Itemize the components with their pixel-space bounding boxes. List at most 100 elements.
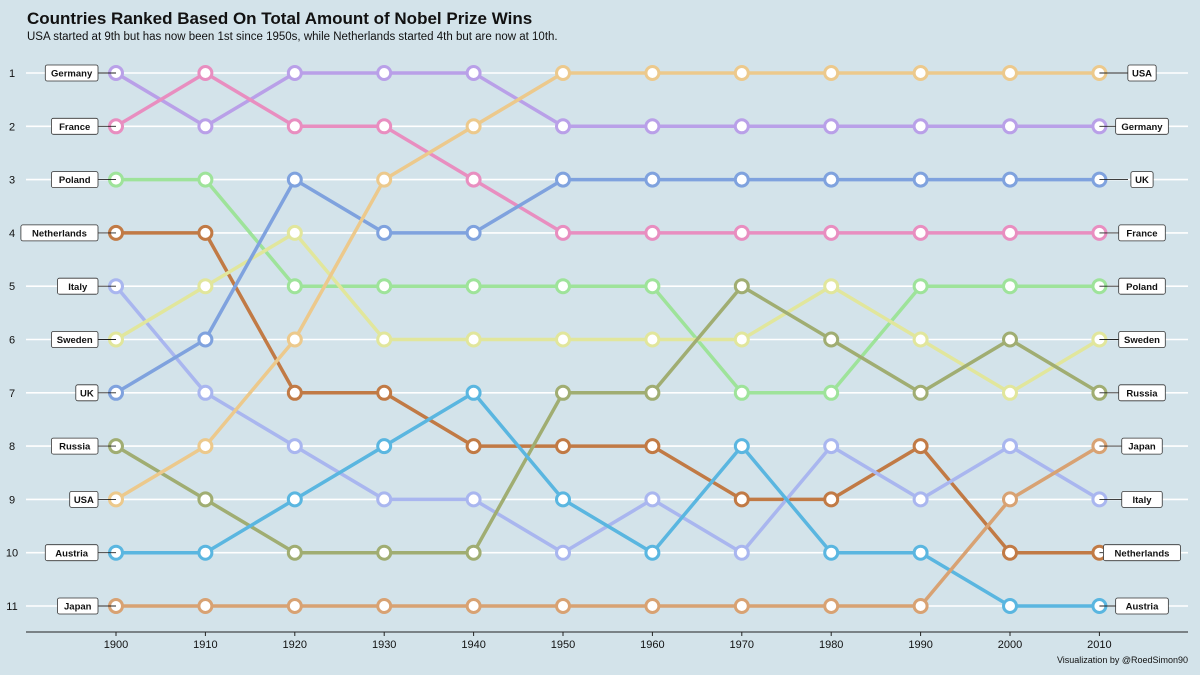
point-italy-1920 [286,438,303,455]
point-austria-2000 [1002,598,1018,614]
point-russia-1960 [644,384,661,401]
x-tick-label: 1960 [640,639,664,651]
point-sweden-1910 [197,278,214,295]
point-japan-1940 [465,598,482,614]
label-box-right [1121,490,1163,508]
point-poland-2000 [1002,278,1018,295]
label-left-uk: UK [80,388,94,399]
y-tick-label: 8 [9,441,15,453]
point-uk-1940 [465,224,482,241]
point-usa-1920 [286,331,303,348]
x-tick-label: 1910 [193,639,217,651]
point-japan-1930 [376,598,393,614]
chart-subtitle: USA started at 9th but has now been 1st … [27,31,558,43]
point-italy-1950 [555,544,571,561]
point-italy-1990 [912,491,929,508]
label-left-france: France [59,122,90,133]
point-poland-1980 [823,384,840,401]
label-box-left [51,171,99,189]
y-axis: 1 2 3 4 5 6 7 8 9 10 11 [6,68,18,613]
point-france-1920 [286,118,303,135]
point-italy-1940 [465,491,482,508]
label-box-right [1103,544,1181,562]
label-box-left [44,544,99,562]
label-right-austria: Austria [1126,602,1159,613]
point-netherlands-1950 [555,438,571,455]
y-tick-label: 5 [9,281,15,293]
x-tick-label: 1990 [908,639,932,651]
x-tick-label: 1920 [283,639,307,651]
x-tick-label: 1930 [372,639,396,651]
point-sweden-1940 [465,331,482,348]
point-netherlands-1920 [286,384,303,401]
label-box-right [1127,64,1157,82]
label-right-france: France [1126,229,1157,240]
x-tick-label: 1980 [819,639,843,651]
label-left-italy: Italy [68,282,88,293]
point-austria-1990 [912,544,929,561]
point-usa-1940 [465,118,482,135]
point-poland-1960 [644,278,661,295]
point-netherlands-2000 [1002,544,1018,561]
point-sweden-1930 [376,331,393,348]
point-russia-1930 [376,544,393,561]
point-usa-1950 [555,65,571,81]
point-germany-1930 [376,65,393,81]
point-france-1930 [376,118,393,135]
point-netherlands-1910 [197,224,214,241]
label-right-italy: Italy [1132,495,1152,506]
label-box-left [20,224,99,242]
point-germany-1910 [197,118,214,135]
point-france-1940 [465,171,482,188]
point-germany-1920 [286,65,303,81]
point-poland-1950 [555,278,571,295]
point-germany-1940 [465,65,482,81]
point-france-1950 [555,224,571,241]
point-usa-1970 [733,65,750,81]
point-poland-1920 [286,278,303,295]
label-box-right [1130,171,1154,189]
point-italy-2000 [1002,438,1018,455]
point-italy-1910 [197,384,214,401]
label-right-poland: Poland [1126,282,1158,293]
label-left-germany: Germany [51,69,93,80]
series-line-uk [114,177,1102,395]
series-line-poland [114,177,1102,395]
point-russia-2000 [1002,331,1018,348]
point-austria-1920 [286,491,303,508]
point-france-1980 [823,224,840,241]
point-poland-1990 [912,278,929,295]
point-netherlands-1940 [465,438,482,455]
point-austria-1910 [197,544,214,561]
series-line-germany [114,71,1102,129]
point-poland-1930 [376,278,393,295]
point-italy-1970 [733,544,750,561]
point-uk-1980 [823,171,840,188]
point-netherlands-1970 [733,491,750,508]
y-tick-label: 2 [9,121,15,133]
point-austria-1980 [823,544,840,561]
point-austria-1930 [376,438,393,455]
series-line-netherlands [114,231,1102,555]
point-japan-2000 [1002,491,1018,508]
label-right-russia: Russia [1126,388,1158,399]
label-right-japan: Japan [1128,442,1156,453]
point-uk-2000 [1002,171,1018,188]
label-left-austria: Austria [55,548,88,559]
point-russia-1980 [823,331,840,348]
x-tick-label: 2010 [1087,639,1111,651]
point-sweden-1920 [286,224,303,241]
label-box-right [1118,224,1166,242]
point-usa-1980 [823,65,840,81]
point-sweden-1970 [733,331,750,348]
point-uk-1930 [376,224,393,241]
point-netherlands-1960 [644,438,661,455]
y-tick-label: 7 [9,388,15,400]
point-russia-1940 [465,544,482,561]
y-tick-label: 4 [9,228,15,240]
point-japan-1980 [823,598,840,614]
label-right-uk: UK [1135,175,1149,186]
label-box-right [1115,117,1169,135]
point-netherlands-1930 [376,384,393,401]
